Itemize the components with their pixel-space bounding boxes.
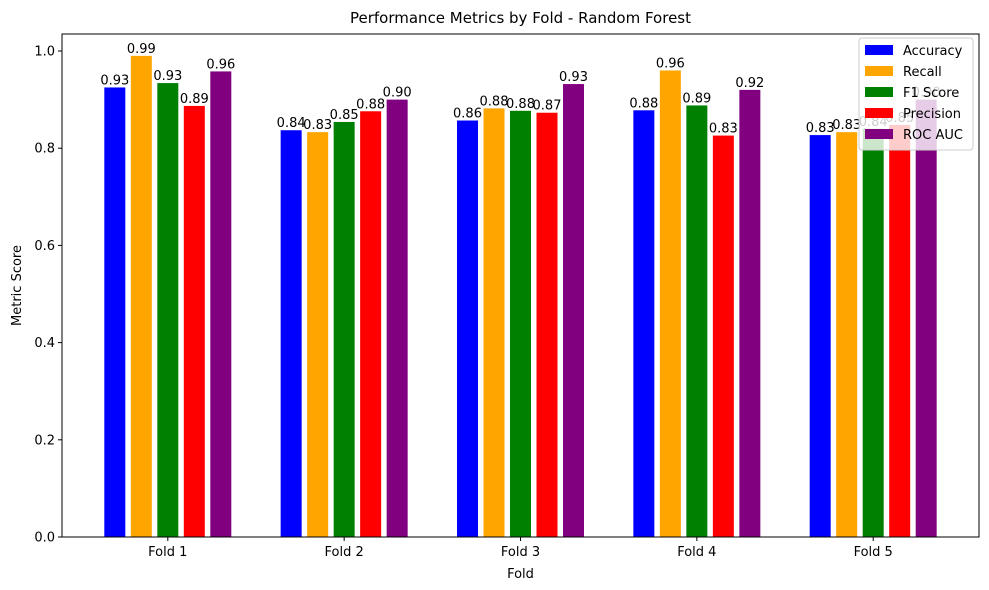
bar-value-label: 0.88	[506, 97, 535, 112]
bar-value-label: 0.88	[629, 96, 658, 111]
bar-accuracy-3	[457, 120, 478, 537]
x-tick-label: Fold 3	[501, 545, 540, 560]
bar-value-label: 0.92	[735, 76, 764, 91]
bar-f1-score-1	[157, 83, 179, 537]
bar-value-label: 0.83	[806, 121, 835, 136]
y-tick-label: 0.2	[34, 433, 55, 448]
x-tick-label: Fold 4	[677, 545, 716, 560]
plot-area: 0.930.840.860.880.830.990.830.880.960.83…	[34, 33, 980, 560]
bar-value-label: 0.93	[559, 70, 588, 85]
legend-label: ROC AUC	[903, 128, 963, 143]
bar-value-label: 0.90	[383, 86, 412, 101]
bar-precision-5	[889, 124, 911, 537]
legend-label: Accuracy	[903, 44, 963, 59]
legend-swatch	[865, 129, 893, 139]
bar-accuracy-4	[633, 110, 655, 538]
bar-accuracy-2	[280, 130, 302, 538]
bar-roc-auc-2	[386, 99, 408, 538]
bar-recall-2	[307, 132, 329, 538]
bar-precision-1	[183, 105, 205, 538]
bar-recall-4	[659, 70, 681, 537]
bar-recall-1	[130, 55, 152, 538]
bar-value-label: 0.93	[100, 73, 129, 88]
chart-title: Performance Metrics by Fold - Random For…	[350, 9, 691, 27]
legend-swatch	[865, 108, 893, 118]
legend-swatch	[865, 87, 893, 97]
bar-roc-auc-3	[563, 84, 584, 537]
bar-value-label: 0.85	[330, 108, 359, 123]
bar-f1-score-4	[686, 105, 708, 537]
bar-value-label: 0.89	[180, 92, 209, 107]
bar-f1-score-5	[862, 128, 884, 537]
bar-value-label: 0.86	[453, 107, 482, 122]
bar-value-label: 0.83	[709, 122, 738, 137]
y-axis-label: Metric Score	[10, 245, 25, 326]
x-tick-label: Fold 2	[325, 545, 364, 560]
bar-precision-3	[536, 112, 558, 537]
bar-value-label: 0.96	[656, 56, 685, 71]
bar-value-label: 0.83	[832, 118, 861, 133]
bar-accuracy-1	[104, 87, 126, 538]
x-axis-label: Fold	[507, 567, 534, 582]
bar-value-label: 0.83	[303, 118, 332, 133]
legend-label: F1 Score	[903, 86, 959, 101]
y-tick-label: 0.6	[34, 239, 55, 254]
legend-swatch	[865, 45, 893, 55]
legend-label: Precision	[903, 107, 961, 122]
bar-value-label: 0.88	[356, 97, 385, 112]
bar-recall-3	[483, 108, 505, 538]
bar-f1-score-2	[333, 121, 355, 538]
bar-value-label: 0.89	[682, 91, 711, 106]
bar-roc-auc-4	[739, 89, 761, 537]
bar-roc-auc-5	[915, 99, 937, 538]
y-tick-label: 0.4	[34, 336, 55, 351]
bar-value-label: 0.84	[277, 116, 306, 131]
x-tick-label: Fold 5	[854, 545, 893, 560]
legend-label: Recall	[903, 65, 942, 80]
y-tick-label: 0.0	[34, 531, 55, 546]
bar-roc-auc-1	[210, 71, 232, 538]
bar-precision-4	[712, 135, 734, 537]
x-tick-label: Fold 1	[148, 545, 187, 560]
bar-value-label: 0.99	[127, 42, 156, 57]
y-tick-label: 1.0	[34, 45, 55, 60]
bar-value-label: 0.93	[153, 69, 182, 84]
bar-accuracy-5	[809, 135, 831, 537]
bar-f1-score-3	[510, 110, 531, 537]
bar-value-label: 0.96	[206, 57, 235, 72]
bar-value-label: 0.88	[480, 94, 509, 109]
bar-recall-5	[836, 132, 858, 538]
bar-value-label: 0.87	[533, 99, 562, 114]
y-tick-label: 0.8	[34, 142, 55, 157]
legend-swatch	[865, 66, 893, 76]
legend: Accuracy Recall F1 Score Precision ROC AUC	[858, 37, 974, 151]
bar-precision-2	[360, 111, 382, 538]
